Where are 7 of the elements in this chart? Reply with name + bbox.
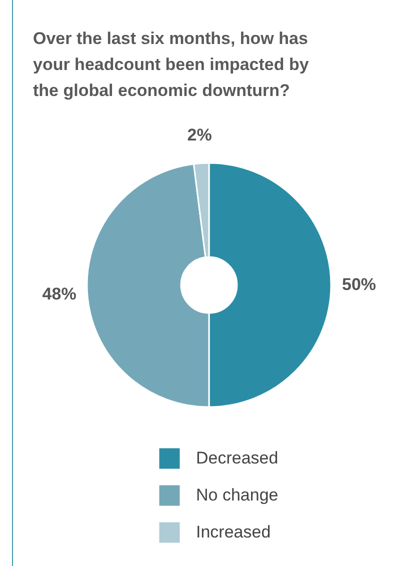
data-label: 48% [42, 284, 76, 304]
legend-label: Decreased [196, 448, 278, 468]
chart-title: Over the last six months, how has your headcount been impacted by the global economic downturn? [33, 28, 310, 102]
data-label: 50% [342, 275, 376, 294]
legend-label: No change [196, 486, 278, 504]
data-label: 2% [187, 125, 212, 144]
legend-label: Increased [196, 522, 271, 542]
